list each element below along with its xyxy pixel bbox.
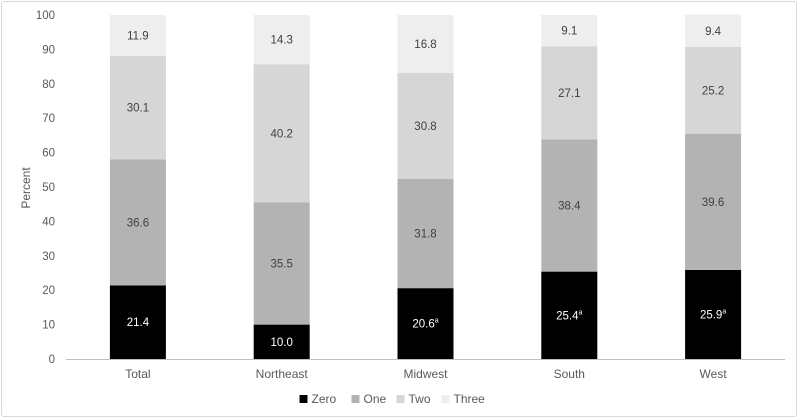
data-label-value: 10.0	[271, 337, 293, 349]
bar-segment-two	[253, 64, 310, 203]
bar-segment-zero	[541, 271, 598, 359]
data-label-value: 36.6	[127, 217, 149, 229]
data-label-value: 16.8	[414, 39, 436, 51]
bar-segment-zero	[109, 285, 166, 359]
data-label: 11.9	[127, 30, 149, 42]
y-axis-title: Percent	[19, 167, 33, 209]
legend: Zero One Two Three	[299, 392, 486, 406]
bar-segment-one	[253, 202, 310, 325]
x-tick-label: Total	[125, 367, 150, 381]
data-label-value: 30.8	[414, 121, 436, 133]
data-label: 9.4	[705, 26, 722, 38]
bars: 21.436.630.111.910.035.540.214.320.6a31.…	[109, 14, 742, 359]
bar-segment-zero	[253, 324, 310, 359]
bar-segment-two	[109, 55, 166, 160]
data-label: 31.8	[414, 228, 436, 240]
bar-segment-two	[685, 46, 742, 134]
data-label-value: 14.3	[271, 35, 293, 47]
x-axis: Total Northeast Midwest South West	[66, 359, 785, 381]
x-tick-label: South	[554, 367, 585, 381]
x-tick-label: Northeast	[256, 367, 309, 381]
data-label: 30.1	[127, 103, 149, 115]
data-label: 25.9a	[700, 308, 726, 321]
bar-segment-two	[397, 72, 454, 179]
data-label-value: 35.5	[271, 259, 293, 271]
y-tick-label: 60	[42, 148, 55, 160]
y-tick-label: 10	[42, 320, 55, 332]
data-label: 27.1	[558, 88, 580, 100]
bar-segment-three	[109, 15, 166, 56]
data-label-value: 11.9	[127, 30, 149, 42]
legend-swatch-zero	[299, 395, 308, 403]
data-label: 16.8	[414, 39, 436, 51]
data-label: 14.3	[271, 35, 293, 47]
y-axis: 0 10 20 30 40 50 60 70 80 90 100	[36, 10, 55, 366]
legend-label: One	[364, 392, 387, 406]
data-label: 35.5	[271, 259, 293, 271]
data-label-value: 25.9	[700, 309, 722, 321]
data-label-value: 31.8	[414, 228, 436, 240]
bar-segment-two	[541, 46, 598, 140]
y-tick-label: 90	[42, 44, 55, 56]
data-label-value: 25.2	[702, 85, 724, 97]
bar-segment-zero	[685, 269, 742, 359]
data-label: 21.4	[127, 317, 150, 329]
y-tick-label: 30	[42, 251, 55, 263]
bar-segment-three	[541, 15, 598, 47]
y-tick-label: 70	[42, 113, 55, 125]
legend-swatch-one	[351, 395, 360, 403]
data-label: 9.1	[561, 26, 577, 38]
data-label: 30.8	[414, 121, 436, 133]
bar-segment-zero	[397, 288, 454, 359]
legend-swatch-three	[441, 395, 450, 403]
data-label: 10.0	[271, 337, 293, 349]
data-label-superscript: a	[435, 318, 439, 325]
y-tick-label: 0	[49, 354, 55, 366]
data-label-value: 39.6	[702, 197, 724, 209]
bar-segment-one	[109, 159, 166, 286]
data-label: 25.4a	[556, 309, 582, 322]
data-label: 25.2	[702, 85, 724, 97]
data-label: 39.6	[702, 197, 724, 209]
bar-segment-one	[541, 139, 598, 272]
x-tick-label: West	[700, 367, 728, 381]
bar-segment-three	[253, 15, 310, 65]
data-label-value: 9.1	[561, 26, 577, 38]
data-label-value: 30.1	[127, 103, 149, 115]
bar-segment-three	[397, 15, 454, 73]
bar-segment-three	[685, 14, 742, 47]
bar-segment-one	[685, 133, 742, 270]
y-tick-label: 100	[36, 10, 55, 22]
legend-label: Two	[409, 392, 431, 406]
data-label-value: 21.4	[127, 317, 150, 329]
legend-label: Three	[454, 392, 486, 406]
data-label-superscript: a	[579, 309, 583, 316]
y-tick-label: 20	[42, 285, 55, 297]
y-tick-label: 50	[42, 182, 55, 194]
legend-swatch-two	[396, 395, 405, 403]
data-label-value: 9.4	[705, 26, 722, 38]
data-label: 20.6a	[412, 318, 438, 331]
y-tick-label: 80	[42, 79, 55, 91]
data-label-value: 20.6	[412, 319, 434, 331]
data-label-value: 27.1	[558, 88, 580, 100]
legend-label: Zero	[312, 392, 337, 406]
data-label: 40.2	[271, 128, 293, 140]
data-label-superscript: a	[722, 308, 726, 315]
data-label-value: 25.4	[556, 310, 579, 322]
data-label-value: 38.4	[558, 201, 581, 213]
data-label: 38.4	[558, 201, 581, 213]
x-tick-label: Midwest	[403, 367, 448, 381]
bar-segment-one	[397, 178, 454, 289]
data-label-value: 40.2	[271, 128, 293, 140]
y-tick-label: 40	[42, 216, 55, 228]
data-label: 36.6	[127, 217, 149, 229]
